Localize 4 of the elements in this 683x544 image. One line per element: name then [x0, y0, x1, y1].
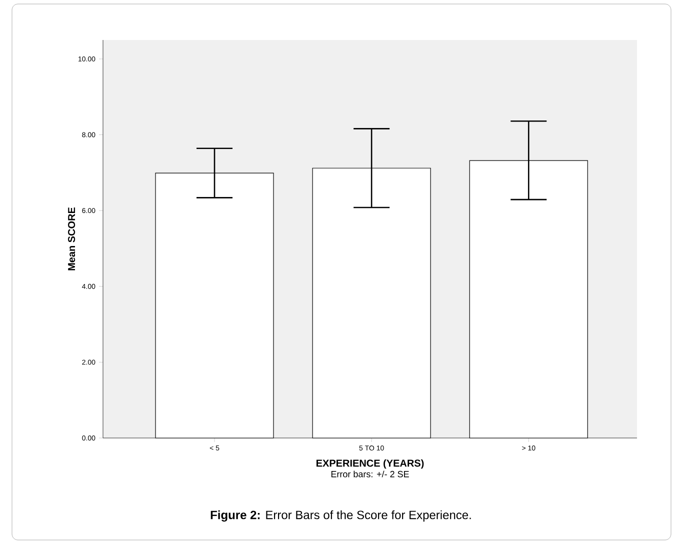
y-axis-title: Mean SCORE: [68, 207, 76, 270]
text: Figure 2: Error Bars of the Score for Experience.: [210, 510, 471, 522]
x-axis-title: EXPERIENCE (YEARS): [316, 459, 424, 469]
text: Error bars: +/- 2 SE: [331, 470, 409, 478]
